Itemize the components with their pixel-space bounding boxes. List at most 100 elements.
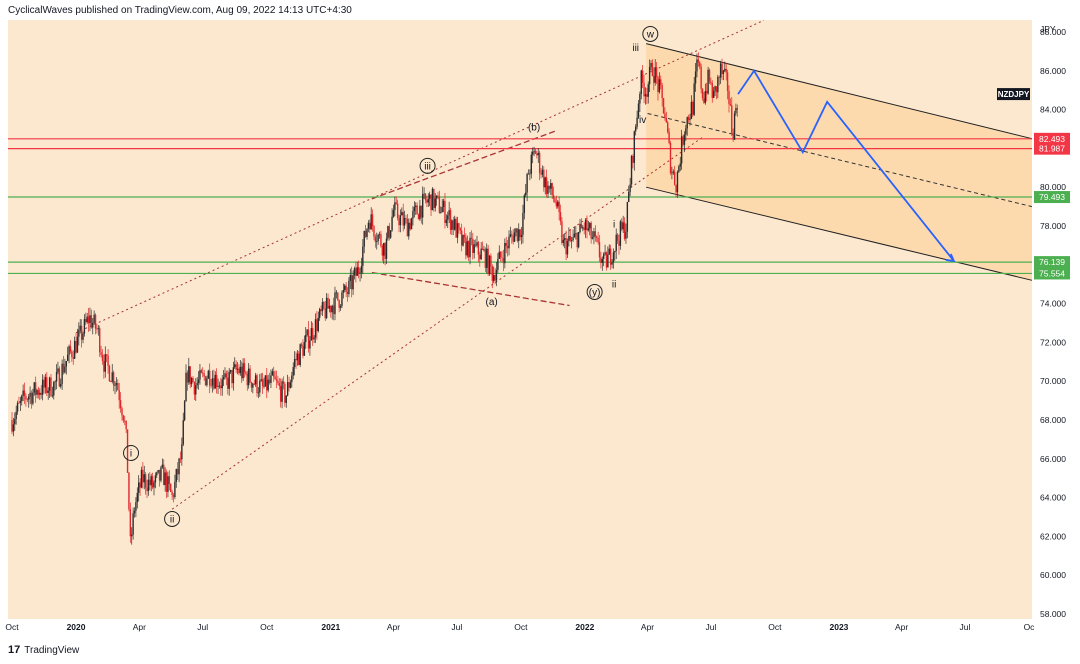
candle <box>447 211 449 229</box>
candle-body <box>523 195 526 213</box>
candle-body <box>557 201 559 207</box>
symbol-label: NZDJPY <box>997 88 1030 101</box>
candle <box>105 354 108 363</box>
y-tick-11: 80.000 <box>1040 182 1066 192</box>
candle-body <box>547 185 549 194</box>
candle <box>543 166 545 192</box>
candle <box>44 373 47 394</box>
candle <box>23 382 26 405</box>
candle <box>231 369 233 389</box>
candle <box>455 216 457 238</box>
candle-body <box>146 487 148 492</box>
candle <box>203 370 205 381</box>
candle-body <box>509 234 512 237</box>
candle-body <box>506 245 509 249</box>
candle <box>196 376 198 389</box>
candle <box>47 387 49 400</box>
candle-body <box>525 192 527 196</box>
candle <box>506 239 509 257</box>
candle-body <box>64 366 66 373</box>
candle-body <box>366 228 368 237</box>
candle-body <box>328 305 331 309</box>
candle <box>339 304 342 311</box>
candle <box>637 99 640 120</box>
candle-body <box>615 234 617 251</box>
candle-body <box>142 469 144 483</box>
candle <box>204 375 207 386</box>
candle <box>161 458 164 469</box>
candle-body <box>79 325 81 330</box>
candle-body <box>156 472 158 476</box>
candle-body <box>394 202 396 211</box>
candle-body <box>437 195 439 197</box>
candle-body <box>576 233 578 248</box>
candle-body <box>680 136 683 164</box>
candle-body <box>32 392 34 404</box>
candle <box>377 233 379 245</box>
candle <box>279 378 282 408</box>
candle-body <box>431 188 434 211</box>
candle <box>540 168 542 179</box>
candle-body <box>682 136 684 145</box>
candle-body <box>154 475 157 483</box>
candle <box>629 177 631 197</box>
y-tick-3: 64.000 <box>1040 493 1066 503</box>
candle <box>243 358 246 378</box>
candle-body <box>188 366 190 383</box>
candle-body <box>279 385 282 402</box>
candle-body <box>33 382 35 393</box>
candle-body <box>268 379 271 383</box>
candle <box>303 335 306 356</box>
candle-body <box>288 382 290 388</box>
candle-body <box>728 90 730 104</box>
candle <box>58 366 61 388</box>
candle-body <box>58 368 61 387</box>
candle-body <box>480 248 482 260</box>
candle <box>257 387 260 399</box>
candle-body <box>80 325 83 340</box>
candle-body <box>513 232 516 242</box>
candle-body <box>57 368 59 372</box>
candle-body <box>376 241 378 242</box>
candle-body <box>112 372 115 386</box>
candle <box>586 215 588 239</box>
y-tick-13: 84.000 <box>1040 105 1066 115</box>
candle-body <box>710 81 712 84</box>
candle <box>488 254 491 277</box>
candle <box>437 191 439 200</box>
y-tick-15: 88.000 <box>1040 27 1066 37</box>
wave-label-text: i <box>613 220 615 231</box>
candle-body <box>100 352 102 355</box>
triangle-bottom <box>371 271 570 307</box>
candle-body <box>679 163 681 167</box>
candle-body <box>73 340 76 359</box>
candle <box>389 230 392 240</box>
y-axis-panel[interactable] <box>1032 20 1080 619</box>
candle-body <box>105 354 108 356</box>
candle-body <box>103 361 105 372</box>
candle <box>473 239 475 259</box>
candle <box>225 370 228 386</box>
candle <box>83 314 86 337</box>
candle-body <box>657 76 659 93</box>
candle <box>108 364 111 382</box>
candle-body <box>704 91 707 103</box>
candle <box>153 480 155 496</box>
candle <box>452 216 455 236</box>
candle-body <box>580 223 583 229</box>
candle <box>114 381 116 395</box>
candle <box>643 74 645 104</box>
candle-body <box>15 411 17 420</box>
wave-label-text: iii <box>424 161 431 172</box>
x-axis-panel[interactable] <box>0 619 1080 639</box>
candle <box>499 251 502 262</box>
candle <box>523 193 526 220</box>
candle <box>504 238 506 269</box>
candle-body <box>385 238 388 259</box>
candle <box>135 497 137 518</box>
candle-body <box>486 248 488 268</box>
candle <box>282 376 285 390</box>
candle-body <box>504 242 506 264</box>
wave-label-3: (a) <box>485 297 497 308</box>
